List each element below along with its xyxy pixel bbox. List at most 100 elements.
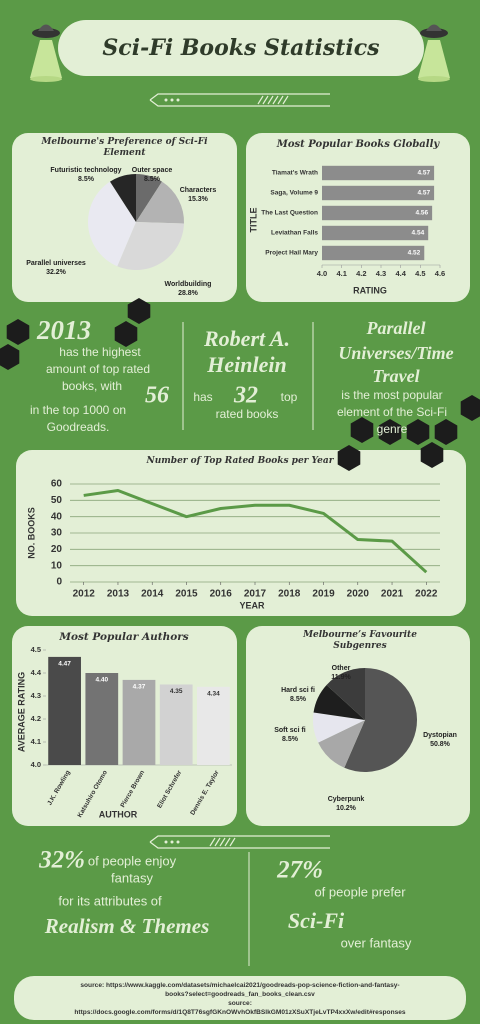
chart-title-box: Most Popular Authors (59, 632, 189, 643)
chart-title-box: Most Popular Books Globally (276, 139, 440, 150)
y-tick-label: 40 (51, 511, 63, 522)
y-tick-label: 0 (56, 577, 62, 588)
x-tick-label: 2021 (381, 589, 404, 600)
fact-text: Goodreads. (47, 420, 110, 434)
divider-ornament (149, 93, 330, 107)
y-tick-label: 4.5 (31, 645, 41, 654)
chart-title-box: Melbourne's Preference of Sci-Fi Element (41, 137, 208, 158)
y-tick-label: 4.0 (31, 760, 41, 769)
slice-value-label: 8.5% (78, 176, 95, 183)
hexagon (0, 344, 20, 370)
slice-value-label: 10.2% (336, 805, 357, 812)
pie-slice (312, 712, 365, 743)
source-text: source: https://www.kaggle.com/datasets/… (80, 982, 399, 989)
x-tick-label: 4.1 (336, 269, 346, 278)
chart-title: Melbourne’s Favourite Subgenres (303, 630, 417, 651)
fact-headline: Travel (372, 366, 419, 386)
fact-text: of people prefer (314, 884, 406, 899)
chart-title: Melbourne's Preference of Sci-Fi Element (41, 137, 208, 158)
slice-value-label: 11.9% (331, 674, 351, 681)
bar (48, 656, 81, 765)
slice-label: Hard sci fi (281, 687, 315, 694)
fact-text: of people enjoy (88, 853, 177, 868)
hexagon (378, 419, 402, 445)
fact-text: over fantasy (341, 935, 412, 950)
x-tick-label: 2012 (73, 589, 96, 600)
slice-value-label: 32.2% (46, 269, 67, 276)
fact-number: 32% (38, 847, 85, 874)
fact-headline: Universes/Time (338, 343, 453, 363)
value-label: 4.54 (412, 230, 425, 237)
fact-headline: Heinlein (206, 352, 286, 377)
slice-label: Outer space (132, 167, 173, 174)
hexagon (406, 419, 430, 445)
fact-text: has the highest (59, 345, 141, 359)
x-tick-label: 2013 (107, 589, 130, 600)
y-axis-title: AVERAGE RATING (16, 672, 26, 752)
fact-headline: Sci-Fi (288, 908, 345, 933)
fact-text: is the most popular (341, 388, 442, 402)
value-label: 4.47 (58, 661, 71, 668)
hexagon (420, 442, 444, 468)
pie-slice (88, 181, 136, 267)
hexagon (127, 298, 151, 324)
y-tick-label: 60 (51, 479, 63, 490)
y-tick-label: Saga, Volume 9 (270, 190, 318, 197)
slice-label: Parallel universes (26, 260, 86, 267)
bar (322, 225, 429, 241)
fact-headline: Robert A. (203, 326, 290, 351)
bar (322, 245, 425, 261)
value-label: 4.52 (408, 250, 421, 257)
pie-slice (318, 720, 365, 768)
x-tick-label: 4.2 (356, 269, 366, 278)
y-tick-label: 4.3 (31, 691, 41, 700)
fact-text: has (193, 390, 212, 404)
chart-title-box: Number of Top Rated Books per Year (146, 456, 333, 466)
x-tick-label: 2020 (347, 589, 370, 600)
fact-headline: 2013 (36, 315, 91, 345)
bar (322, 205, 433, 221)
bar (122, 679, 156, 765)
value-label: 4.40 (95, 677, 108, 684)
x-axis-title: YEAR (239, 600, 265, 610)
fact-number: 27% (276, 857, 323, 884)
page-title: Sci-Fi Books Statistics (102, 35, 379, 61)
y-tick-label: 4.1 (31, 737, 41, 746)
x-tick-label: 2015 (175, 589, 198, 600)
y-tick-label: 20 (51, 544, 63, 555)
y-tick-label: 10 (51, 560, 63, 571)
slice-label: Dystopian (423, 732, 457, 739)
chart-title: Most Popular Books Globally (276, 139, 440, 150)
slice-value-label: 50.8% (430, 741, 451, 748)
x-axis-title: AUTHOR (99, 809, 138, 819)
pie-slice (109, 174, 136, 222)
title-banner (58, 20, 424, 76)
chart-title: Most Popular Authors (59, 632, 189, 643)
y-tick-label: Leviathan Falls (271, 230, 318, 237)
y-axis-title: NO. BOOKS (26, 507, 36, 559)
x-tick-label: 4.3 (376, 269, 386, 278)
fact-text: rated books (216, 407, 279, 421)
ufo-icon (418, 24, 450, 82)
x-tick-label: 2014 (141, 589, 164, 600)
pie-slice (326, 668, 365, 720)
slice-label: Characters (180, 187, 217, 194)
hexagon (114, 321, 138, 347)
source-text: books?select=goodreads_fan_books_clean.c… (165, 991, 315, 998)
bar (322, 185, 435, 201)
chart-title-box: Melbourne’s Favourite Subgenres (303, 630, 417, 651)
y-tick-label: Tiamat's Wrath (272, 170, 318, 177)
fact-text: in the top 1000 on (30, 403, 126, 417)
slice-value-label: 8.5% (290, 696, 307, 703)
source-text: source: (228, 1000, 252, 1007)
fact-text: top (281, 390, 298, 404)
value-label: 4.57 (417, 170, 430, 177)
slice-label: Soft sci fi (274, 727, 306, 734)
slice-value-label: 15.3% (188, 196, 209, 203)
fact-headline: Realism & Themes (44, 914, 210, 938)
pie-slice (117, 222, 184, 270)
slice-label: Cyberpunk (328, 796, 365, 803)
y-tick-label: 4.4 (31, 668, 42, 677)
x-tick-label: 4.0 (317, 269, 327, 278)
pie-slice (313, 684, 365, 720)
